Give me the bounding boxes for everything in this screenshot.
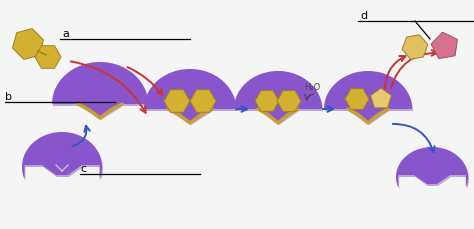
Polygon shape xyxy=(52,63,148,118)
Polygon shape xyxy=(397,149,469,189)
Polygon shape xyxy=(402,36,428,60)
Text: d: d xyxy=(360,11,367,21)
Polygon shape xyxy=(396,147,468,188)
Polygon shape xyxy=(277,91,301,112)
Polygon shape xyxy=(190,90,216,113)
Polygon shape xyxy=(235,74,323,125)
Polygon shape xyxy=(23,134,103,181)
Polygon shape xyxy=(325,74,413,125)
Polygon shape xyxy=(255,91,279,112)
Text: H₂O: H₂O xyxy=(304,83,320,92)
Polygon shape xyxy=(53,65,149,120)
Text: b: b xyxy=(5,92,12,101)
Polygon shape xyxy=(431,33,457,59)
Polygon shape xyxy=(164,90,190,113)
Polygon shape xyxy=(371,89,392,108)
Text: a: a xyxy=(62,29,69,39)
Polygon shape xyxy=(145,72,237,125)
Polygon shape xyxy=(12,29,44,60)
Polygon shape xyxy=(345,89,369,110)
Polygon shape xyxy=(144,70,236,123)
Text: c: c xyxy=(80,163,86,173)
Polygon shape xyxy=(324,72,412,123)
Polygon shape xyxy=(35,46,61,69)
Polygon shape xyxy=(234,72,322,123)
Polygon shape xyxy=(22,132,102,179)
